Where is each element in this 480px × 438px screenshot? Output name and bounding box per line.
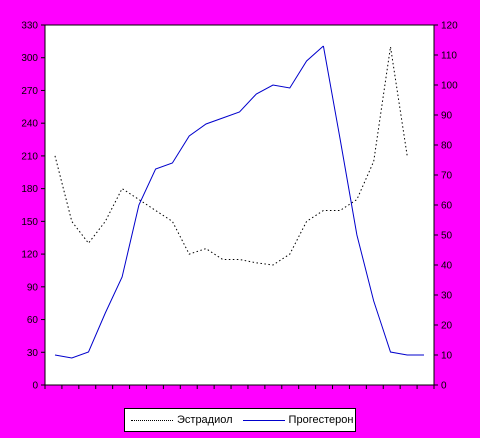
left-axis-tick-label: 60 [27, 315, 39, 326]
left-axis-tick-label: 240 [21, 119, 38, 130]
left-axis-tick-label: 180 [21, 184, 38, 195]
right-axis-tick-label: 20 [441, 321, 453, 332]
right-axis-tick-label: 40 [441, 261, 453, 272]
progesterone-line [322, 45, 424, 356]
right-axis-tick-label: 110 [441, 51, 457, 62]
axes: 0 30 60 90 120 150 180 210 240 270 300 330 0 10 20 30 40… [21, 21, 458, 392]
legend-swatch-solid [242, 419, 285, 421]
legend-item-estradiol: Эстрадиол [131, 414, 233, 426]
right-axis-tick-label: 30 [441, 291, 453, 302]
right-axis-tick-label: 120 [441, 21, 458, 32]
right-axis-tick-label: 60 [441, 201, 453, 212]
left-axis-tick-label: 30 [27, 348, 39, 359]
right-axis-tick-label: 70 [441, 171, 453, 182]
estradiol-line [54, 46, 408, 266]
right-axis-tick-label: 80 [441, 141, 453, 152]
left-axis-tick-label: 300 [21, 53, 38, 64]
left-axis-tick-label: 270 [21, 86, 38, 97]
right-axis-tick-label: 50 [441, 231, 453, 242]
legend: Эстрадиол Прогестерон [124, 408, 356, 432]
right-axis-tick-label: 10 [441, 351, 453, 362]
legend-label: Прогестерон [288, 414, 354, 426]
left-axis-tick-label: 90 [27, 282, 39, 293]
legend-item-progesterone: Прогестерон [242, 414, 354, 426]
legend-label: Эстрадиол [177, 414, 233, 426]
left-axis-tick-label: 120 [21, 250, 38, 261]
right-axis-tick-label: 0 [441, 381, 447, 392]
right-axis-tick-label: 90 [441, 111, 453, 122]
plot-area [44, 24, 435, 386]
progesterone-line [54, 45, 324, 359]
left-axis-tick-label: 330 [21, 21, 38, 32]
right-axis-tick-label: 100 [441, 81, 458, 92]
series-layer [54, 45, 424, 359]
left-axis-tick-label: 0 [32, 381, 38, 392]
left-axis-tick-label: 150 [21, 217, 38, 228]
left-axis-tick-label: 210 [21, 151, 38, 162]
legend-swatch-dotted [131, 419, 173, 421]
